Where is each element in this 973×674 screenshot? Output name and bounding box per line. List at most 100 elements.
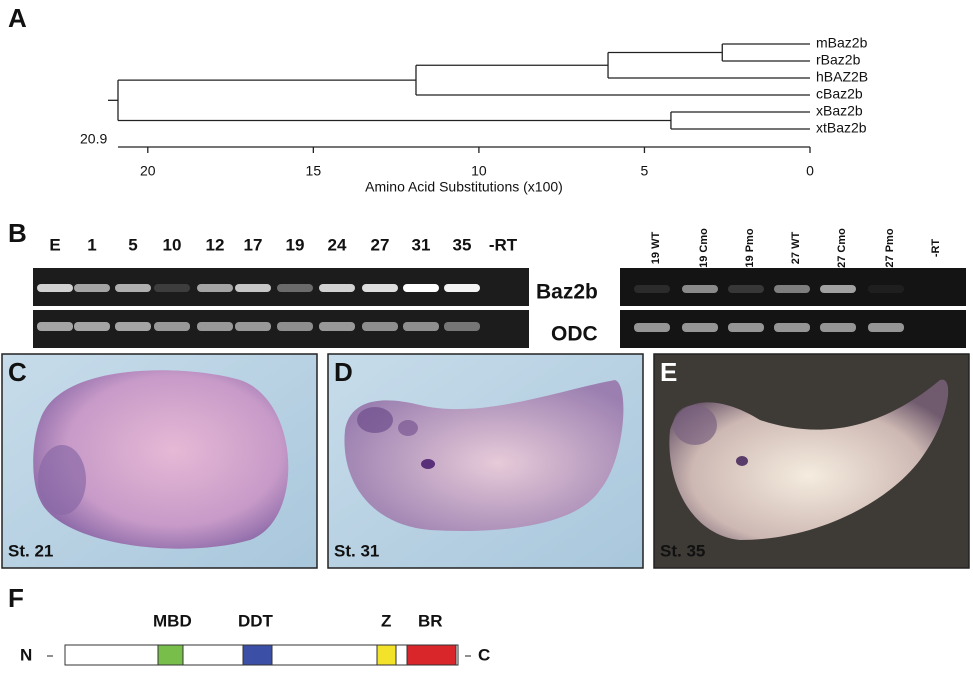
x-tick-label: 0 xyxy=(806,163,814,179)
embryo-spot xyxy=(673,405,717,445)
embryo-spot xyxy=(398,420,418,436)
band xyxy=(403,322,439,331)
lane-label: -RT xyxy=(930,239,942,258)
leaf-label: cBaz2b xyxy=(816,86,863,102)
band xyxy=(235,322,271,331)
bands xyxy=(37,284,904,332)
stage-label: St. 35 xyxy=(660,541,705,560)
lanes: E 1 5 10 12 17 19 24 27 31 35 -RT 19 WT 19 Cmo 19 Pmo 2… xyxy=(49,228,942,268)
band xyxy=(444,322,480,331)
band xyxy=(682,323,718,332)
lane-label: 19 WT xyxy=(650,232,662,265)
band xyxy=(115,322,151,331)
panel-label: E xyxy=(660,357,677,387)
gel-label: ODC xyxy=(551,323,598,346)
band xyxy=(403,284,439,292)
embryo-spot xyxy=(736,456,748,466)
domain-box xyxy=(376,644,397,666)
x-tick-label: 20 xyxy=(140,163,156,179)
band xyxy=(115,284,151,292)
lane-label: 19 Cmo xyxy=(698,228,710,268)
lane-label: 10 xyxy=(163,235,182,254)
band xyxy=(634,285,670,293)
leaf-label: mBaz2b xyxy=(816,35,868,51)
lane-label: 24 xyxy=(328,235,347,254)
lane-label: 1 xyxy=(87,235,96,254)
gel xyxy=(620,268,966,306)
lane-label: 27 Pmo xyxy=(884,228,896,267)
band xyxy=(154,284,190,292)
x-axis-label: Amino Acid Substitutions (x100) xyxy=(365,179,563,195)
band xyxy=(820,323,856,332)
band xyxy=(74,322,110,331)
lane-label: 27 xyxy=(371,235,390,254)
x-tick-label: 15 xyxy=(306,163,322,179)
band xyxy=(74,284,110,292)
band xyxy=(362,322,398,331)
lane-label: 5 xyxy=(128,235,137,254)
panel-label: B xyxy=(8,218,27,248)
stage-label: St. 31 xyxy=(334,541,379,560)
x-tick-label: 5 xyxy=(641,163,649,179)
panel-label: F xyxy=(8,583,24,613)
n-terminus: N xyxy=(20,645,32,664)
band xyxy=(728,323,764,332)
lane-label: E xyxy=(49,235,60,254)
leaf-label: hBAZ2B xyxy=(816,69,868,85)
c-terminus: C xyxy=(478,645,490,664)
lane-label: 19 xyxy=(286,235,305,254)
band xyxy=(197,322,233,331)
band xyxy=(235,284,271,292)
embryo xyxy=(344,380,624,531)
lane-label: -RT xyxy=(489,235,518,254)
lane-label: 27 Cmo xyxy=(836,228,848,268)
domain-label: BR xyxy=(418,611,443,630)
domain-box xyxy=(242,644,273,666)
band xyxy=(868,323,904,332)
embryo xyxy=(669,379,949,540)
x-tick-label: 10 xyxy=(471,163,487,179)
embryo-spot xyxy=(357,407,393,433)
band xyxy=(634,323,670,332)
leaf-label: xBaz2b xyxy=(816,103,863,119)
band xyxy=(774,323,810,332)
band xyxy=(728,285,764,293)
lane-label: 35 xyxy=(453,235,472,254)
band xyxy=(682,285,718,293)
lane-label: 27 WT xyxy=(790,232,802,265)
domain-label: MBD xyxy=(153,611,192,630)
domain-label: DDT xyxy=(238,611,274,630)
leaf-label: xtBaz2b xyxy=(816,120,867,136)
band xyxy=(444,284,480,292)
band xyxy=(277,284,313,292)
band xyxy=(868,285,904,293)
domain-box xyxy=(406,644,457,666)
band xyxy=(820,285,856,293)
root-height: 20.9 xyxy=(80,131,107,147)
domain-box xyxy=(157,644,184,666)
embryo-spot xyxy=(38,445,86,515)
band xyxy=(319,284,355,292)
band xyxy=(319,322,355,331)
band xyxy=(197,284,233,292)
embryo xyxy=(33,370,289,549)
band xyxy=(362,284,398,292)
band xyxy=(277,322,313,331)
band xyxy=(154,322,190,331)
lane-label: 12 xyxy=(206,235,225,254)
gel-label: Baz2b xyxy=(536,281,598,304)
lane-label: 17 xyxy=(244,235,263,254)
panel-label: D xyxy=(334,357,353,387)
band xyxy=(37,284,73,292)
panel-label: A xyxy=(8,3,27,33)
embryo-spot xyxy=(421,459,435,469)
band xyxy=(37,322,73,331)
lane-label: 19 Pmo xyxy=(744,228,756,267)
panel-label: C xyxy=(8,357,27,387)
band xyxy=(774,285,810,293)
lane-label: 31 xyxy=(412,235,431,254)
leaf-label: rBaz2b xyxy=(816,52,861,68)
domain-label: Z xyxy=(381,611,391,630)
